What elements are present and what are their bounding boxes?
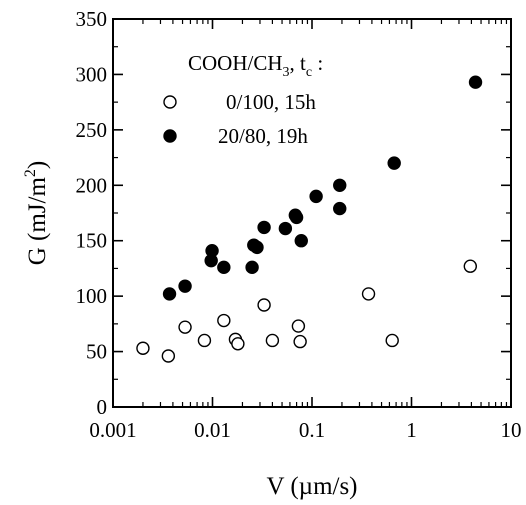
data-point-filled <box>257 220 271 235</box>
y-tick-label: 300 <box>76 62 108 86</box>
data-point-open <box>463 259 478 273</box>
legend-marker-open-circle <box>163 95 177 109</box>
data-point-open <box>136 341 150 355</box>
x-tick-label: 0.001 <box>89 418 136 442</box>
y-tick-label: 150 <box>76 229 108 253</box>
data-point-open <box>161 349 176 363</box>
y-axis-title-end: ) <box>24 161 51 169</box>
legend-header-main: COOH/CH <box>188 51 283 75</box>
legend-header-end: : <box>312 51 323 75</box>
x-tick-label: 0.1 <box>299 418 325 442</box>
legend-label-series-2: 20/80, 19h <box>218 124 308 148</box>
legend: COOH/CH3, tc : 0/100, 15h 20/80, 19h <box>163 51 323 148</box>
legend-header: COOH/CH3, tc : <box>188 51 323 80</box>
legend-header-sub1: 3 <box>283 65 290 80</box>
y-tick-label: 100 <box>76 284 108 308</box>
data-point-filled <box>178 279 192 293</box>
data-point-open <box>361 287 376 301</box>
y-tick-label: 250 <box>76 118 108 142</box>
legend-marker-filled-circle <box>163 129 177 143</box>
data-point-filled <box>250 240 264 255</box>
data-point-filled <box>205 243 219 258</box>
data-point-open <box>265 333 280 348</box>
legend-label-series-1: 0/100, 15h <box>226 90 316 114</box>
y-tick-label: 0 <box>97 395 108 419</box>
data-point-open <box>291 319 306 333</box>
data-point-open <box>293 334 307 349</box>
x-tick-label: 10 <box>501 418 522 442</box>
y-axis-title-main: G (mJ/m <box>24 177 51 266</box>
y-tick-label: 200 <box>76 173 108 197</box>
data-point-open <box>257 298 271 312</box>
x-tick-label: 1 <box>406 418 417 442</box>
data-point-filled <box>333 201 347 216</box>
data-point-open <box>231 337 245 351</box>
x-axis-title: V (µm/s) <box>266 473 357 500</box>
data-point-filled <box>309 189 323 204</box>
plot-area: 0.001 0.01 0.1 1 10 0 50 100 150 200 250 300 350 <box>76 7 522 442</box>
y-tick-labels: 0 50 100 150 200 250 300 350 <box>76 7 108 419</box>
x-tick-label: 0.01 <box>194 418 231 442</box>
y-tick-label: 50 <box>86 340 107 364</box>
data-point-filled <box>217 260 231 275</box>
data-point-open <box>178 320 192 334</box>
data-point-filled <box>468 75 483 89</box>
legend-header-mid: , t <box>290 51 307 75</box>
data-point-filled <box>333 178 347 192</box>
data-point-open <box>197 333 212 348</box>
legend-header-sub2: c <box>306 65 312 80</box>
data-point-open <box>217 313 231 328</box>
y-axis-title: G (mJ/m2) <box>22 161 51 266</box>
data-point-filled <box>294 234 308 248</box>
data-point-filled <box>289 210 304 225</box>
data-point-open <box>385 333 399 348</box>
data-point-filled <box>162 287 177 301</box>
x-tick-labels: 0.001 0.01 0.1 1 10 <box>89 418 521 442</box>
y-tick-label: 350 <box>76 7 108 31</box>
data-point-filled <box>387 156 401 170</box>
data-point-filled <box>278 221 293 236</box>
data-point-filled <box>245 260 259 275</box>
data-points <box>136 75 483 363</box>
axis-ticks <box>112 18 512 408</box>
y-axis-title-sup: 2 <box>22 169 39 177</box>
